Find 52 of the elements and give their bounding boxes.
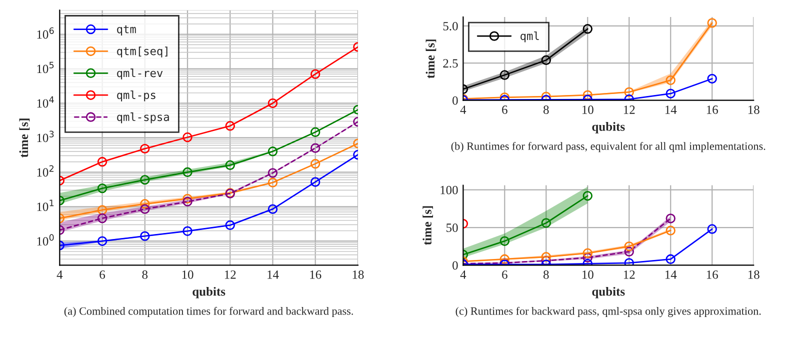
legend-label: qtm <box>117 25 136 36</box>
y-tick-label: 10$^{0}$ <box>37 234 54 246</box>
x-tick-label: 18 <box>748 270 760 279</box>
x-tick-label: 6 <box>502 270 508 279</box>
x-axis-title: qubits <box>592 286 625 298</box>
x-tick-label: 12 <box>624 270 635 279</box>
x-tick-label: 12 <box>624 106 635 114</box>
x-tick-label: 18 <box>352 270 364 279</box>
x-tick-label: 10 <box>582 270 594 279</box>
legend-label: qml-rev <box>117 68 163 80</box>
x-axis-title: qubits <box>592 122 625 134</box>
legend-label: qml-spsa <box>117 112 169 124</box>
legend-label: qtm[seq] <box>117 46 168 58</box>
x-tick-label: 16 <box>310 270 322 279</box>
y-tick-label: 100 <box>440 186 458 194</box>
y-tick-label: 5.0 <box>443 22 458 30</box>
x-tick-label: 12 <box>224 270 236 279</box>
legend-label: qml <box>520 31 539 42</box>
y-tick-label: 10$^{3}$ <box>37 130 54 142</box>
legend-label: qml-ps <box>117 90 156 102</box>
y-tick-label: 0 <box>452 96 458 105</box>
x-tick-label: 4 <box>460 270 466 279</box>
y-tick-label: 50 <box>446 224 458 232</box>
y-tick-label: 2.5 <box>443 59 458 68</box>
x-tick-label: 10 <box>582 106 594 114</box>
x-tick-label: 8 <box>543 270 549 279</box>
y-tick-label: 10$^{4}$ <box>37 96 54 108</box>
y-tick-label: 10$^{6}$ <box>37 27 54 39</box>
x-axis-title: qubits <box>192 286 226 298</box>
x-tick-label: 4 <box>56 270 63 279</box>
x-tick-label: 16 <box>706 106 718 114</box>
y-axis-title: time [s] <box>422 206 433 246</box>
text: (b) Runtimes for forward pass, equivalent for all qml implementations. <box>451 142 766 152</box>
x-tick-label: 14 <box>665 270 677 279</box>
y-tick-label: 0 <box>452 261 458 270</box>
x-tick-label: 14 <box>665 106 677 114</box>
y-tick-label: 10$^{1}$ <box>37 200 54 212</box>
text: (a) Combined computation times for forward and backward pass. <box>64 306 353 318</box>
text: (c) Runtimes for backward pass, qml-spsa only gives approximation. <box>456 306 761 318</box>
y-axis-title: time [s] <box>426 40 436 78</box>
x-tick-label: 16 <box>706 270 718 279</box>
x-tick-label: 10 <box>182 270 194 279</box>
x-tick-label: 4 <box>460 106 466 114</box>
x-tick-label: 8 <box>543 106 549 114</box>
x-tick-label: 18 <box>748 106 760 114</box>
x-tick-label: 6 <box>502 106 508 114</box>
x-tick-label: 14 <box>268 270 279 279</box>
y-tick-label: 10$^{5}$ <box>37 62 54 74</box>
x-tick-label: 6 <box>100 270 106 279</box>
y-tick-label: 10$^{2}$ <box>37 165 54 177</box>
y-axis-title: time [s] <box>19 118 30 158</box>
x-tick-label: 8 <box>142 270 148 279</box>
